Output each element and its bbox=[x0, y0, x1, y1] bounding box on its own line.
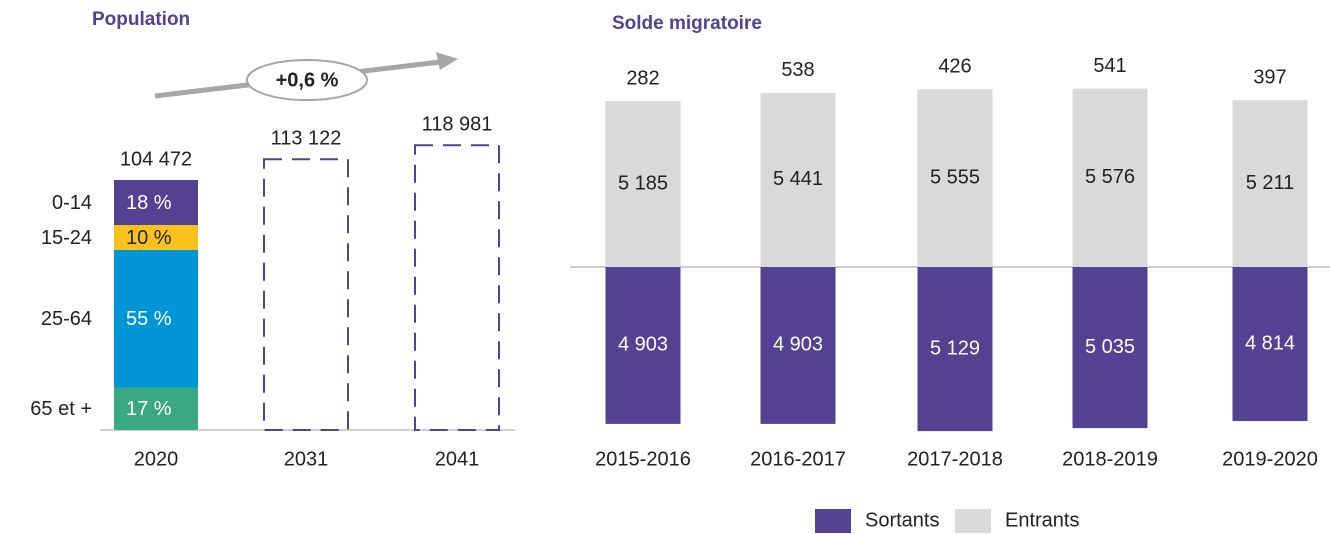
annotation: +0,6 % bbox=[276, 69, 339, 91]
balance-label: 397 bbox=[1253, 67, 1286, 89]
series-label: 0-14 bbox=[52, 192, 92, 214]
bar bbox=[917, 267, 993, 432]
bar-segment bbox=[114, 250, 198, 388]
bar-segment bbox=[114, 225, 198, 250]
value-label: 5 555 bbox=[930, 166, 980, 188]
projected-bar bbox=[414, 144, 500, 431]
x-tick-label: 2015-2016 bbox=[595, 448, 691, 470]
balance-label: 541 bbox=[1093, 55, 1126, 77]
x-tick-label: 2016-2017 bbox=[750, 448, 846, 470]
x-tick-label: 2020 bbox=[134, 448, 179, 470]
arrow-head bbox=[436, 52, 458, 70]
chart-title: Population bbox=[92, 9, 190, 30]
x-tick-label: 2031 bbox=[284, 448, 329, 470]
bar bbox=[760, 267, 836, 424]
bar bbox=[605, 101, 681, 267]
legend-label: Sortants bbox=[865, 509, 939, 531]
value-label: 55 % bbox=[126, 308, 172, 330]
total-label: 118 981 bbox=[422, 114, 493, 136]
series-label: 25-64 bbox=[41, 308, 92, 330]
value-label: 5 185 bbox=[618, 172, 668, 194]
balance-label: 538 bbox=[781, 59, 814, 81]
x-tick-label: 2017-2018 bbox=[907, 448, 1003, 470]
bar bbox=[1072, 88, 1148, 268]
annotation-bubble bbox=[246, 59, 368, 101]
bar bbox=[605, 267, 681, 424]
value-label: 5 441 bbox=[773, 168, 823, 190]
value-label: 5 576 bbox=[1085, 166, 1135, 188]
total-label: 104 472 bbox=[120, 148, 192, 170]
projected-bar bbox=[263, 158, 349, 432]
value-label: 10 % bbox=[126, 227, 172, 249]
x-tick-label: 2019-2020 bbox=[1222, 448, 1318, 470]
bar-segment bbox=[114, 180, 198, 225]
balance-label: 426 bbox=[938, 56, 971, 78]
value-label: 5 129 bbox=[930, 337, 980, 359]
bar bbox=[1232, 100, 1308, 267]
bar-segment bbox=[114, 387, 198, 430]
value-label: 4 814 bbox=[1245, 332, 1295, 354]
value-label: 5 211 bbox=[1246, 172, 1295, 194]
x-tick-label: 2041 bbox=[435, 448, 480, 470]
value-label: 4 903 bbox=[773, 334, 823, 356]
value-label: 4 903 bbox=[618, 334, 668, 356]
chart-title: Solde migratoire bbox=[612, 13, 762, 34]
x-tick-label: 2018-2019 bbox=[1062, 448, 1158, 470]
value-label: 18 % bbox=[126, 192, 172, 214]
value-label: 5 035 bbox=[1085, 336, 1135, 358]
legend-swatch bbox=[955, 509, 991, 533]
balance-label: 282 bbox=[626, 67, 659, 89]
legend-label: Entrants bbox=[1005, 509, 1079, 531]
bar bbox=[1072, 267, 1148, 429]
value-label: 17 % bbox=[126, 398, 172, 420]
series-label: 15-24 bbox=[41, 227, 92, 249]
bar bbox=[917, 89, 993, 268]
bar bbox=[760, 92, 836, 267]
bar bbox=[1232, 267, 1308, 422]
legend-swatch bbox=[815, 509, 851, 533]
series-label: 65 et + bbox=[30, 398, 92, 420]
total-label: 113 122 bbox=[271, 128, 342, 150]
